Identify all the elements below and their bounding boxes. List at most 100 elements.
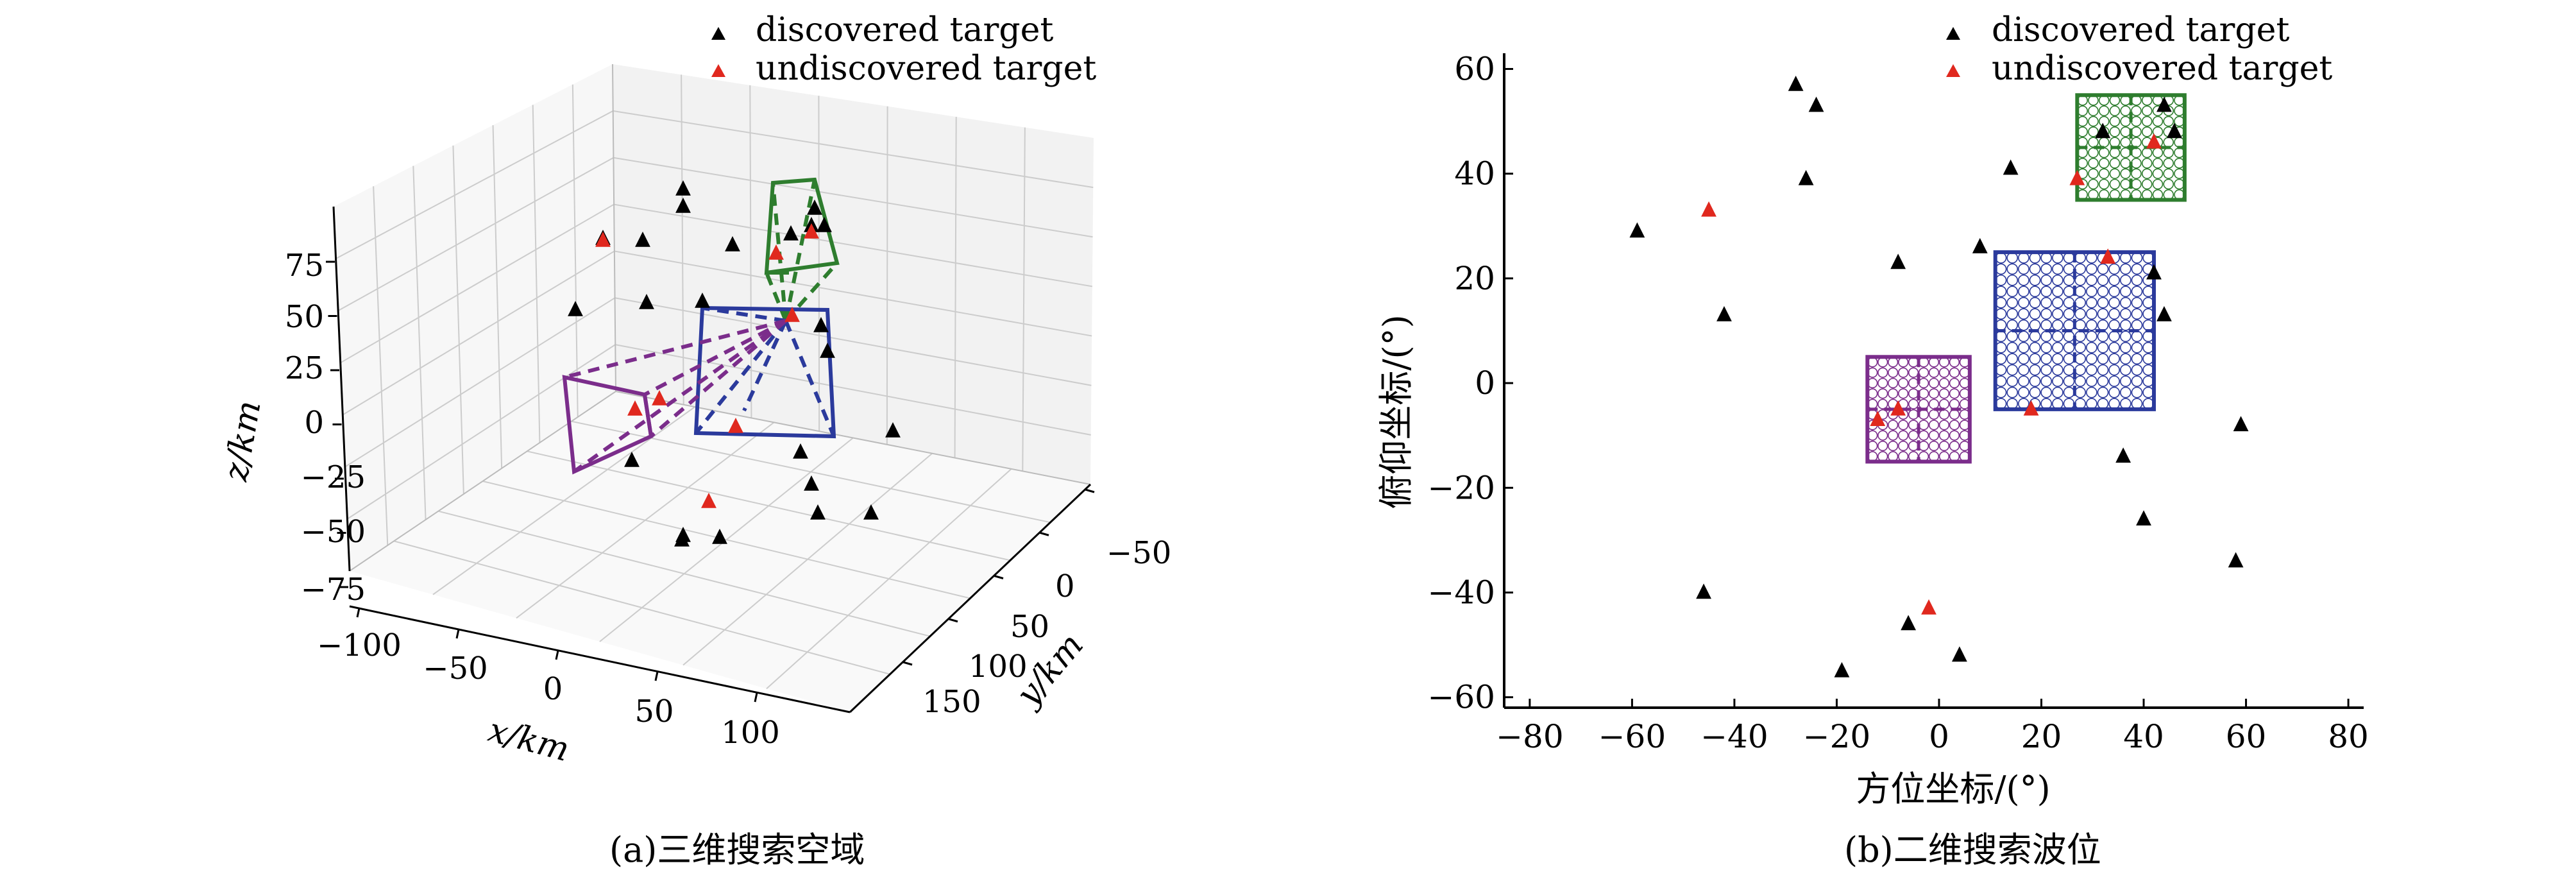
beam-cell <box>1888 367 1899 378</box>
beam-cell <box>2109 126 2121 137</box>
grid-line <box>412 166 427 520</box>
beam-cell <box>1888 451 1899 462</box>
x-tick-label-b: −40 <box>1700 718 1768 755</box>
beam-cell <box>2074 286 2087 298</box>
beam-cell <box>2074 296 2087 309</box>
y-tick <box>948 618 958 623</box>
x-tick-label: −50 <box>423 651 487 687</box>
beam-cell <box>2120 178 2131 190</box>
beam-cell <box>1928 451 1940 462</box>
beam-cell <box>2052 274 2063 286</box>
beam-cell <box>2074 341 2087 354</box>
beam-box-purple <box>1865 355 1972 464</box>
beam-cell <box>2097 353 2109 365</box>
beam-cell <box>2152 168 2164 179</box>
beam-cell <box>2040 286 2053 298</box>
y-tick <box>902 661 913 666</box>
beam-cell <box>2006 398 2019 409</box>
beam-cell <box>1877 367 1888 378</box>
beam-cell <box>2006 353 2019 365</box>
target-marker-discovered <box>1696 583 1711 599</box>
beam-cell <box>2163 115 2174 127</box>
x-tick-label-b: 40 <box>2123 718 2164 755</box>
beam-cell <box>2120 115 2131 127</box>
beam-cell <box>2108 341 2121 354</box>
beam-cell <box>2097 319 2109 331</box>
beam-cell <box>2085 308 2097 320</box>
beam-cell <box>2018 341 2029 354</box>
x-tick <box>455 629 460 639</box>
beam-cell <box>2163 168 2174 179</box>
beam-cell <box>2088 105 2099 117</box>
z-tick-label: −50 <box>301 514 366 550</box>
beam-cell <box>2085 319 2097 331</box>
beam-cell <box>2085 375 2097 388</box>
beam-cell <box>1938 367 1950 378</box>
beam-cell <box>2085 263 2097 275</box>
beam-cell <box>2109 137 2121 148</box>
beam-cell <box>1928 367 1940 378</box>
beam-cell <box>1908 420 1919 431</box>
target-marker-discovered <box>783 225 799 241</box>
beam-cell <box>2063 286 2075 298</box>
beam-cell <box>2142 252 2154 264</box>
x-tick-label-b: 80 <box>2328 718 2369 755</box>
beam-cell <box>2040 364 2053 376</box>
beam-cell <box>2142 308 2154 320</box>
beam-cell <box>2040 296 2053 309</box>
y-tick <box>1039 531 1049 536</box>
beam-cell <box>2006 308 2019 320</box>
beam-cell <box>2119 308 2131 320</box>
panel-a-targets <box>568 180 901 547</box>
target-marker-discovered <box>674 531 690 547</box>
x-tick <box>654 671 659 681</box>
beam-cell <box>1938 409 1950 420</box>
beam-cell <box>1877 451 1888 462</box>
x-tick-label: 100 <box>721 715 780 751</box>
beam-cell <box>2063 319 2075 331</box>
x-tick-label-b: 0 <box>1929 718 1949 755</box>
target-marker-discovered <box>2233 416 2249 432</box>
beam-cell <box>2018 375 2029 388</box>
x-tick <box>754 692 758 703</box>
beam-cell <box>2131 168 2142 179</box>
beam-cell <box>2088 168 2099 179</box>
beam-cell <box>2109 115 2121 127</box>
beam-cell <box>2142 286 2154 298</box>
beam-cell <box>2119 286 2131 298</box>
beam-cell <box>2029 353 2041 365</box>
z-axis-line <box>332 206 351 572</box>
y-tick <box>1085 488 1095 493</box>
y-tick-label: 100 <box>969 649 1028 685</box>
y-tick-label-b: 20 <box>1454 260 1495 297</box>
beam-box-blue <box>1993 250 2156 411</box>
target-marker-undiscovered <box>627 400 643 416</box>
beam-cell <box>2088 178 2099 190</box>
grid-line <box>614 250 1092 337</box>
beam-cell <box>1995 286 2007 298</box>
beam-cell <box>1877 377 1888 389</box>
beam-cell <box>2077 105 2089 117</box>
beam-cell <box>2098 158 2110 169</box>
target-marker-discovered <box>725 236 740 252</box>
grid-line <box>346 344 616 520</box>
vertical-edge <box>612 64 616 392</box>
beam-cell <box>2097 308 2109 320</box>
grid-line <box>886 106 888 445</box>
beam-cell <box>1928 409 1940 420</box>
beam-cell <box>2174 115 2185 127</box>
legend-marker-undiscovered <box>711 64 725 77</box>
beam-border <box>1993 250 2156 411</box>
target-marker-discovered <box>807 200 822 215</box>
target-marker-discovered <box>1798 169 1814 185</box>
beam-cell <box>2074 252 2087 264</box>
grid-line <box>1022 127 1026 472</box>
beam-cell <box>2018 286 2029 298</box>
beam-cell <box>1938 388 1950 399</box>
y-tick-label: 150 <box>922 684 981 720</box>
beam-cell <box>2052 263 2063 275</box>
beam-cell <box>2131 137 2142 148</box>
beam-cell <box>2085 330 2097 343</box>
beam-cell <box>2063 308 2075 320</box>
beam-cell <box>2142 353 2154 365</box>
